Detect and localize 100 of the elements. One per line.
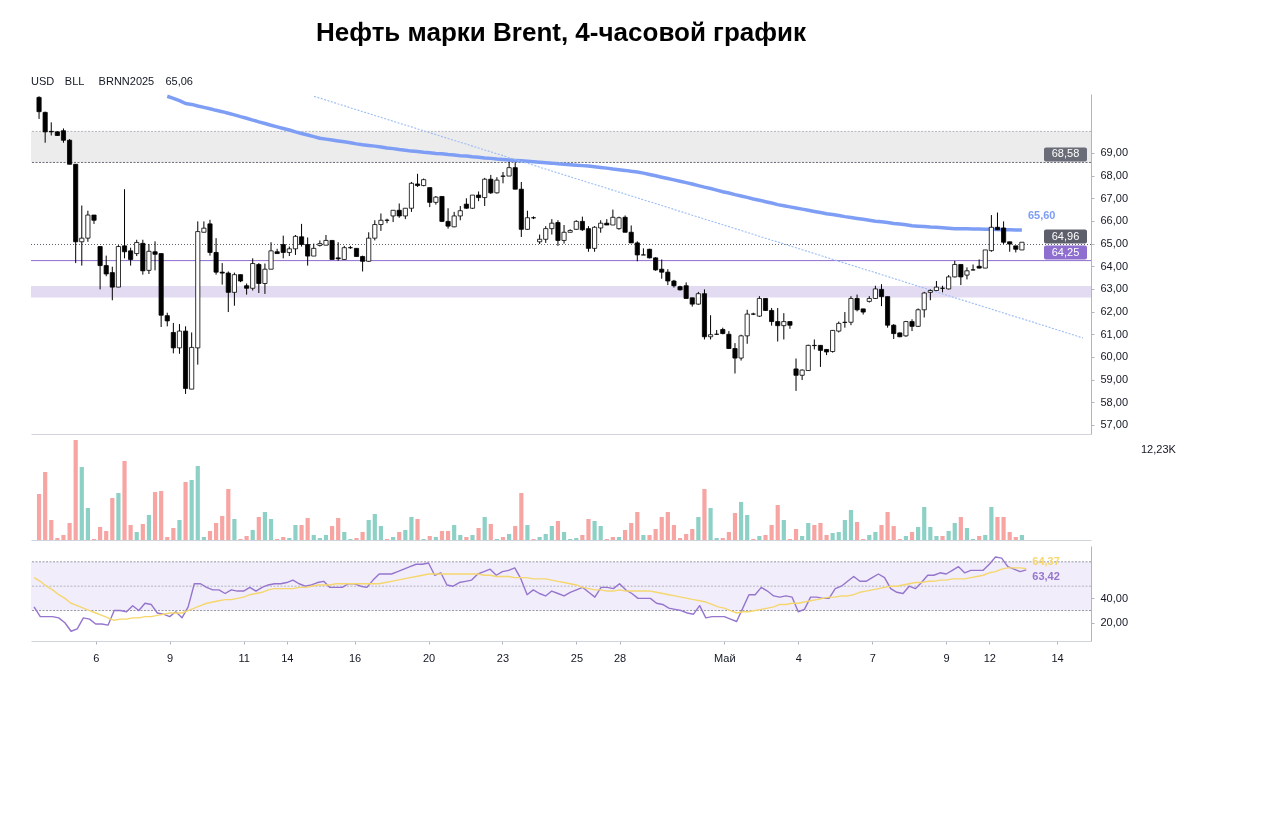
bar [665, 512, 670, 540]
y-tick-label: 57,00 [1100, 418, 1129, 431]
text: 65,06 [165, 75, 193, 87]
bar [1007, 532, 1012, 540]
bar [256, 517, 261, 540]
bar [873, 532, 878, 540]
bar [207, 531, 213, 540]
bar [159, 491, 164, 540]
x-tick-label: 14 [281, 651, 294, 664]
bar [623, 530, 628, 540]
bar [738, 502, 744, 540]
bar [513, 526, 518, 540]
bar [580, 535, 585, 540]
bar [378, 526, 384, 540]
bar [403, 530, 408, 540]
y-tick-label: 69,00 [1100, 146, 1129, 159]
bar [146, 515, 152, 540]
text: USD [31, 75, 55, 87]
bar [311, 535, 316, 540]
x-tick-label: 11 [238, 651, 250, 664]
bar [470, 535, 475, 540]
bar [659, 517, 664, 540]
bar [732, 513, 738, 540]
bar [629, 523, 634, 540]
bar [977, 536, 982, 540]
bar [110, 498, 115, 540]
bar [964, 528, 970, 540]
x-tick-label: 28 [613, 651, 627, 664]
bar [854, 522, 860, 540]
y-tick-label: 67,00 [1100, 191, 1129, 204]
y-tick-label: 20,00 [1100, 616, 1129, 629]
bar [79, 467, 84, 540]
bar [519, 493, 524, 540]
bar [152, 492, 158, 540]
bar [391, 537, 396, 540]
bar [482, 517, 487, 540]
data-label: 65,60 [1027, 209, 1056, 221]
bar [98, 527, 103, 540]
bar [201, 537, 206, 540]
bar [73, 440, 78, 540]
x-tick-label: Май [714, 651, 736, 664]
bar [867, 535, 872, 540]
bar [769, 525, 774, 540]
bar [598, 526, 603, 540]
bar [104, 531, 109, 540]
chart-title: Нефть марки Brent, 4-часовой график [315, 17, 807, 47]
bar [476, 528, 481, 540]
x-tick-label: 16 [348, 651, 362, 664]
y-tick-label: 66,00 [1100, 214, 1129, 227]
bar [226, 489, 231, 540]
bar [268, 519, 274, 540]
bar [592, 521, 597, 540]
y-tick-label: 68,00 [1100, 169, 1129, 182]
y-tick-label: 40,00 [1100, 591, 1129, 604]
bar [763, 535, 768, 540]
bar [177, 520, 182, 540]
bar [140, 524, 145, 540]
bar [940, 536, 945, 540]
bar [195, 466, 200, 540]
bar [537, 537, 542, 540]
bar [806, 523, 811, 540]
data-label: 64,37 [1032, 554, 1060, 567]
bar [128, 525, 133, 540]
bar [299, 525, 304, 540]
bar [183, 482, 188, 540]
data-label: 63,42 [1032, 569, 1060, 582]
bar [213, 523, 219, 540]
line-series [313, 95, 1084, 339]
candlestick [36, 95, 42, 120]
bar [726, 532, 731, 540]
text: 12,23K [1141, 443, 1177, 455]
bar [488, 524, 493, 540]
bar [793, 529, 799, 540]
bar [830, 533, 835, 540]
bar [653, 529, 658, 540]
y-tick-label: 58,00 [1100, 395, 1129, 408]
bar [610, 537, 615, 540]
bar [189, 480, 194, 540]
bar [1013, 537, 1018, 540]
bar [555, 521, 561, 540]
x-tick-label: 4 [795, 651, 802, 664]
bar [464, 537, 469, 540]
ref-line-label: 64,96 [1051, 229, 1080, 242]
bar [342, 532, 347, 540]
x-tick-label: 23 [496, 651, 510, 664]
ref-line-label: 68,58 [1051, 147, 1080, 160]
bar [586, 519, 591, 540]
y-tick-label: 63,00 [1100, 282, 1129, 295]
bar [946, 531, 951, 540]
bar [415, 519, 420, 540]
bar [745, 515, 750, 540]
bar [647, 535, 652, 540]
bar [543, 534, 548, 540]
bar [922, 507, 927, 540]
x-tick-label: 9 [943, 651, 950, 664]
bar [891, 526, 896, 540]
bar [958, 517, 963, 540]
bar [165, 537, 170, 540]
bar [445, 531, 451, 540]
bar [244, 536, 249, 540]
